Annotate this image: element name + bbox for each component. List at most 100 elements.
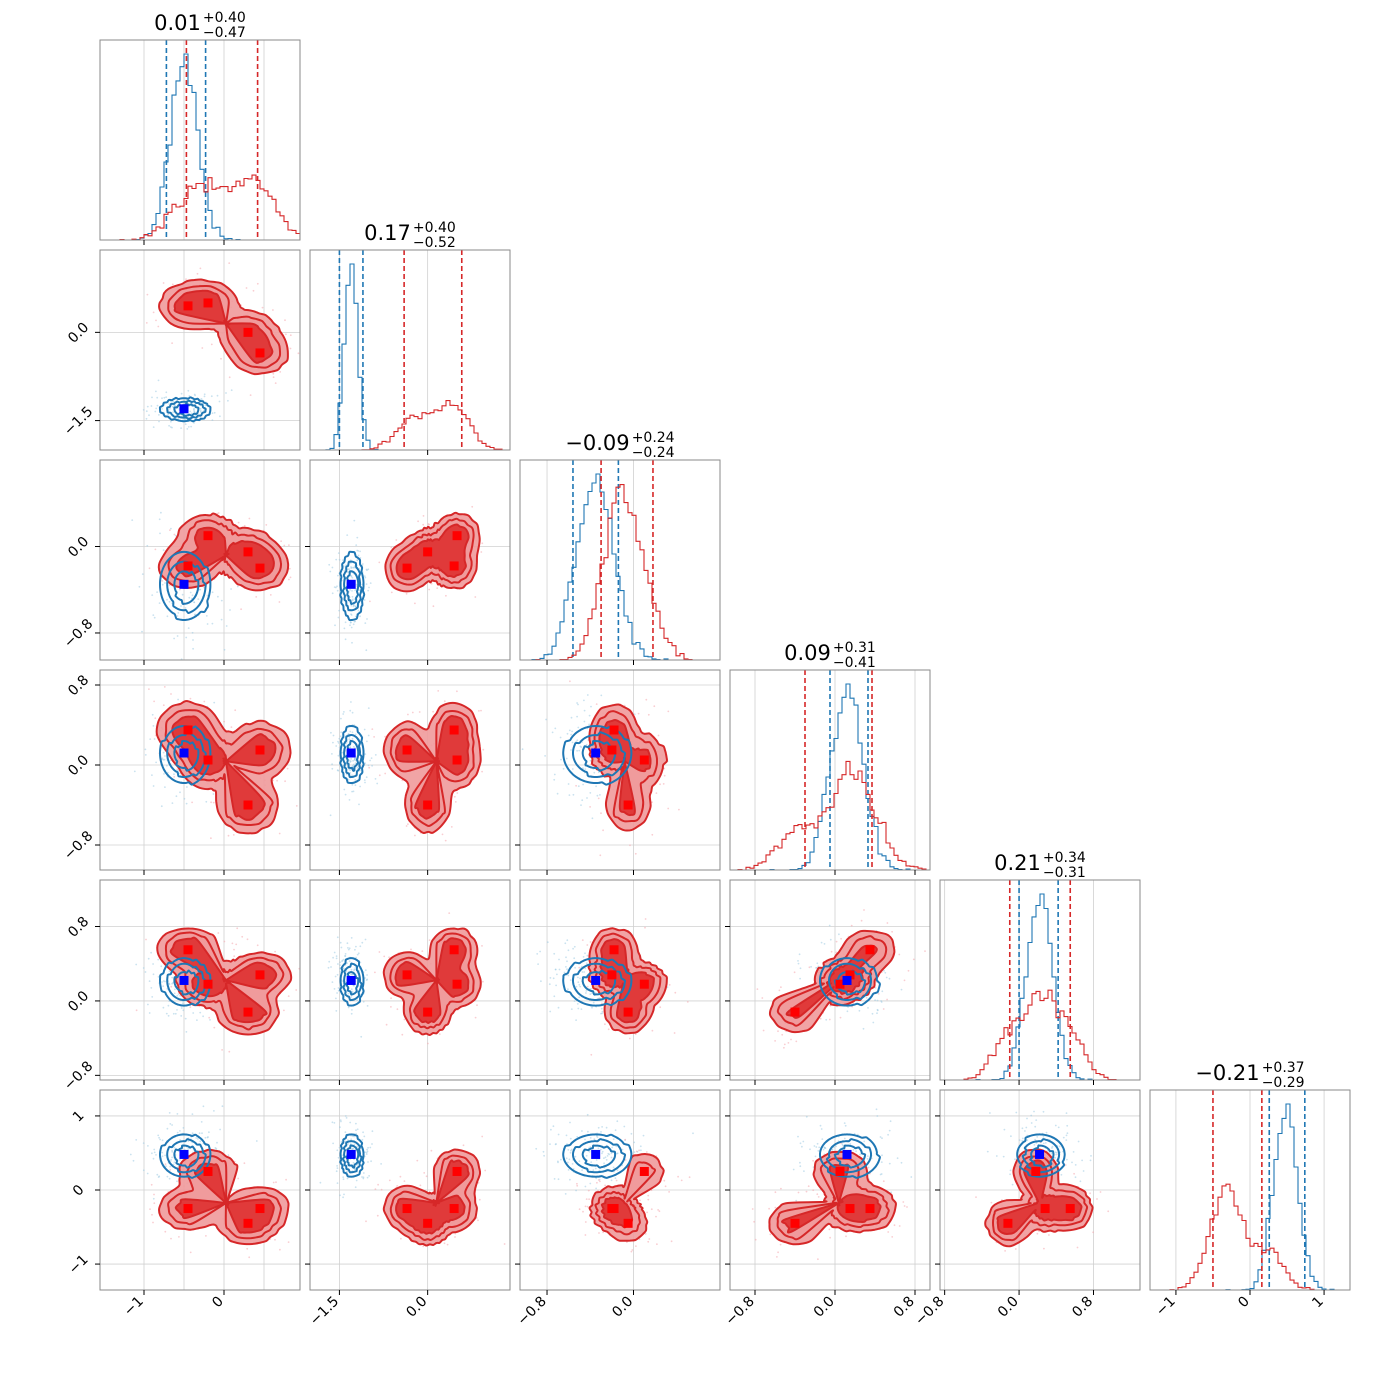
sample-point: [179, 791, 181, 794]
sample-point: [171, 802, 174, 804]
sample-point: [347, 992, 350, 995]
sample-point: [339, 967, 341, 970]
sample-point: [907, 969, 910, 972]
sample-point: [805, 1115, 808, 1118]
sample-point: [162, 704, 165, 707]
sample-point: [831, 1148, 834, 1151]
sample-point: [594, 1167, 597, 1170]
sample-point: [570, 1008, 573, 1010]
sample-point: [369, 582, 372, 584]
sample-point: [583, 699, 585, 702]
sample-point: [210, 837, 212, 840]
y-tick-label: 0.8: [65, 914, 92, 941]
sample-point: [633, 713, 636, 716]
sample-point: [581, 1169, 583, 1171]
x-tick-label: −0.8: [722, 1294, 757, 1329]
sample-point: [1011, 1183, 1014, 1186]
sample-point: [605, 1126, 608, 1129]
sample-point: [647, 713, 650, 716]
sample-point: [344, 1131, 347, 1134]
sample-point: [614, 1177, 617, 1180]
sample-point: [803, 1170, 805, 1172]
sample-point: [882, 1180, 885, 1183]
sample-point: [564, 942, 567, 945]
sample-point: [597, 1147, 600, 1150]
sample-point: [378, 561, 381, 564]
sample-point: [352, 1135, 354, 1138]
sample-point: [484, 1169, 487, 1172]
sample-point: [762, 1029, 765, 1032]
sample-point: [1082, 1170, 1085, 1172]
sample-point: [171, 1156, 174, 1159]
sample-point: [246, 1247, 249, 1250]
sample-point: [357, 550, 360, 552]
sample-point: [212, 801, 215, 804]
x-tick-label: 0: [209, 1294, 227, 1312]
sample-point: [161, 408, 164, 410]
sample-point: [1033, 1110, 1035, 1113]
sample-point: [210, 343, 213, 346]
sample-point: [199, 1140, 202, 1143]
sample-point: [184, 607, 187, 609]
sample-point: [576, 1136, 579, 1138]
sample-point: [341, 751, 344, 754]
sample-point: [663, 767, 666, 770]
sample-point: [150, 1183, 153, 1186]
sample-point: [906, 1206, 908, 1208]
sample-point: [385, 1023, 388, 1026]
sample-point: [595, 1177, 598, 1180]
sample-point: [209, 1019, 211, 1021]
sample-point: [850, 924, 853, 927]
sample-point: [164, 1230, 167, 1233]
sample-point: [596, 1181, 598, 1184]
sample-point: [157, 1176, 160, 1178]
sample-point: [351, 774, 353, 777]
red-marker: [623, 1218, 633, 1228]
sample-point: [1026, 1139, 1029, 1142]
sample-point: [176, 768, 179, 771]
red-marker: [845, 970, 855, 980]
sample-point: [219, 1128, 222, 1131]
sample-point: [655, 792, 658, 794]
sample-point: [438, 1033, 441, 1035]
sample-point: [193, 422, 195, 424]
sample-point: [213, 411, 216, 414]
sample-point: [1065, 1112, 1068, 1114]
sample-point: [584, 1221, 587, 1223]
sample-point: [199, 411, 202, 413]
histogram-red: [730, 760, 930, 870]
sample-point: [549, 1010, 552, 1013]
sample-point: [805, 1190, 808, 1193]
sample-point: [579, 985, 582, 988]
sample-point: [369, 759, 371, 762]
sample-point: [354, 779, 357, 781]
sample-point: [336, 1167, 339, 1169]
sample-point: [230, 389, 233, 392]
sample-point: [774, 1206, 777, 1209]
sample-point: [184, 1017, 187, 1020]
sample-point: [1079, 1180, 1082, 1183]
sample-point: [566, 939, 569, 942]
sample-point: [599, 794, 601, 796]
sample-point: [187, 627, 190, 629]
sample-point: [835, 940, 838, 943]
sample-point: [191, 631, 194, 634]
sample-point: [145, 938, 147, 941]
sample-point: [331, 566, 334, 569]
sample-point: [202, 1015, 205, 1018]
sample-point: [351, 595, 354, 598]
sample-point: [889, 1120, 892, 1123]
sample-point: [352, 745, 355, 748]
panel-title-0: 0.01: [154, 11, 201, 35]
sample-point: [396, 1185, 399, 1187]
sample-point: [353, 758, 356, 761]
sample-point: [474, 1016, 477, 1019]
sample-point: [568, 794, 571, 796]
sample-point: [374, 1188, 377, 1190]
sample-point: [371, 764, 373, 767]
sample-point: [333, 1122, 336, 1124]
sample-point: [172, 1012, 175, 1015]
sample-point: [141, 573, 144, 575]
sample-point: [557, 1178, 560, 1181]
sample-point: [272, 309, 274, 311]
